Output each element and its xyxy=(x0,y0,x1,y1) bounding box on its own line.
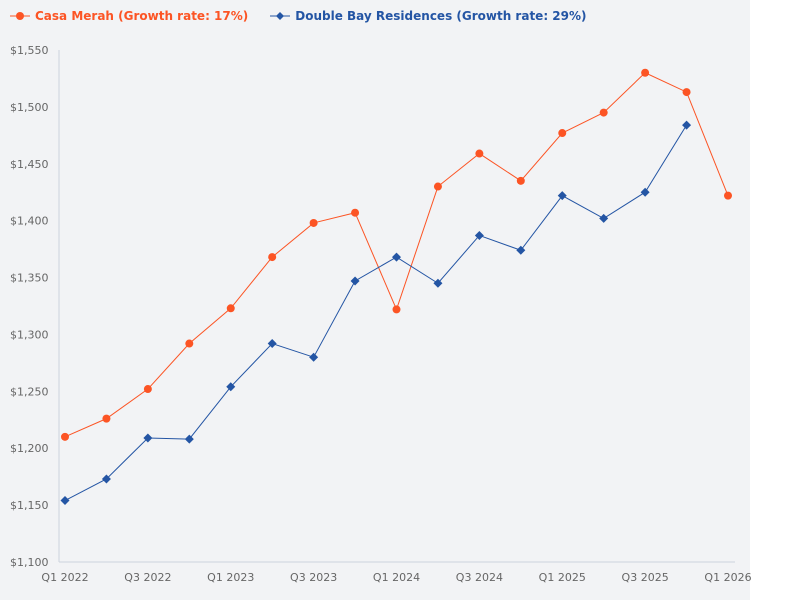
y-tick-label: $1,550 xyxy=(10,44,49,57)
data-point-circle xyxy=(268,253,277,262)
y-tick-label: $1,350 xyxy=(10,272,49,285)
data-point-circle xyxy=(185,339,194,348)
data-point-circle xyxy=(682,88,691,97)
x-tick-label: Q3 2024 xyxy=(456,571,503,584)
legend-label: Casa Merah (Growth rate: 17%) xyxy=(35,9,249,23)
data-point-circle xyxy=(599,108,608,117)
data-point-circle xyxy=(516,176,525,185)
x-tick-label: Q1 2026 xyxy=(704,571,751,584)
y-tick-label: $1,100 xyxy=(10,556,49,569)
y-tick-label: $1,150 xyxy=(10,499,49,512)
data-point-diamond xyxy=(309,352,319,362)
data-point-diamond xyxy=(101,474,111,484)
data-point-circle xyxy=(143,385,152,394)
x-tick-label: Q3 2022 xyxy=(124,571,171,584)
legend-item-double-bay[interactable]: Double Bay Residences (Growth rate: 29%) xyxy=(270,9,587,23)
data-point-circle xyxy=(392,305,401,314)
data-point-diamond xyxy=(516,245,526,255)
x-tick-label: Q1 2022 xyxy=(41,571,88,584)
data-point-diamond xyxy=(557,191,567,201)
data-point-circle xyxy=(433,182,442,191)
legend-circle-marker-icon xyxy=(10,12,30,20)
series-line-1 xyxy=(64,124,687,502)
data-point-circle xyxy=(475,149,484,158)
y-tick-label: $1,300 xyxy=(10,328,49,341)
data-point-diamond xyxy=(433,278,443,288)
data-point-diamond xyxy=(392,252,401,262)
data-point-circle xyxy=(641,68,650,77)
x-tick-label: Q1 2023 xyxy=(207,571,254,584)
data-point-diamond xyxy=(60,496,70,506)
chart-panel xyxy=(0,0,750,600)
y-tick-label: $1,200 xyxy=(10,442,49,455)
data-point-diamond xyxy=(640,187,650,197)
data-point-diamond xyxy=(143,433,153,443)
data-point-diamond xyxy=(226,382,236,392)
data-point-diamond xyxy=(184,434,194,444)
x-tick-label: Q1 2025 xyxy=(539,571,586,584)
data-point-diamond xyxy=(599,213,609,223)
x-tick-label: Q3 2025 xyxy=(622,571,669,584)
x-tick-label: Q1 2024 xyxy=(373,571,420,584)
y-tick-label: $1,500 xyxy=(10,101,49,114)
data-point-diamond xyxy=(350,276,360,286)
data-point-diamond xyxy=(474,230,484,240)
legend: Casa Merah (Growth rate: 17%) Double Bay… xyxy=(10,9,587,23)
data-point-circle xyxy=(226,304,235,313)
data-point-circle xyxy=(558,129,567,138)
data-point-circle xyxy=(102,414,111,423)
y-tick-label: $1,400 xyxy=(10,215,49,228)
legend-item-casa-merah[interactable]: Casa Merah (Growth rate: 17%) xyxy=(10,9,248,23)
legend-label: Double Bay Residences (Growth rate: 29%) xyxy=(295,9,587,23)
data-point-diamond xyxy=(267,339,277,349)
data-point-circle xyxy=(724,191,732,200)
data-point-circle xyxy=(351,208,360,217)
y-tick-label: $1,250 xyxy=(10,385,49,398)
data-point-circle xyxy=(309,218,318,227)
x-tick-label: Q3 2023 xyxy=(290,571,337,584)
legend-diamond-marker-icon xyxy=(270,12,291,20)
data-point-circle xyxy=(61,432,69,441)
data-point-diamond xyxy=(682,120,692,130)
y-tick-label: $1,450 xyxy=(10,158,49,171)
